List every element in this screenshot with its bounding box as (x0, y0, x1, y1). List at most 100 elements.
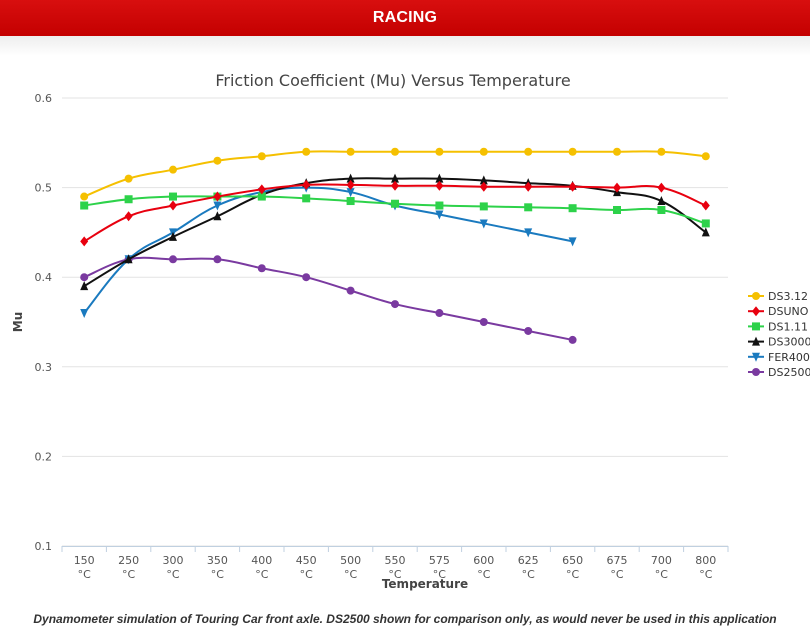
data-point (435, 201, 444, 210)
data-point (479, 181, 488, 192)
data-point (124, 211, 133, 222)
data-point (752, 368, 760, 376)
data-point (391, 180, 399, 191)
x-tick-label: 700 °C (651, 554, 672, 581)
data-point (701, 219, 710, 228)
data-point (435, 180, 444, 191)
data-point (80, 281, 89, 291)
data-point (80, 236, 89, 247)
data-point (302, 147, 311, 156)
data-point (568, 181, 577, 192)
banner-shadow (0, 36, 810, 56)
legend-item: FER400 (748, 351, 810, 364)
data-point (124, 254, 133, 264)
legend-label: FER400 (768, 351, 810, 364)
x-tick-label: 500 °C (340, 554, 361, 581)
legend-item: DS2500 (748, 366, 810, 379)
legend-label: DS1.11 (768, 320, 808, 333)
data-point (391, 173, 399, 183)
x-tick-label: 675 °C (607, 554, 628, 581)
y-tick-label: 0.3 (35, 361, 53, 374)
series-ds3-12 (80, 147, 710, 201)
data-point (752, 322, 760, 331)
series-fer400 (80, 183, 577, 319)
data-point (169, 255, 177, 264)
legend-label: DS3000 (768, 336, 810, 349)
data-point (568, 147, 577, 156)
legend-item: DS1.11 (748, 320, 808, 333)
y-tick-label: 0.6 (35, 92, 53, 105)
series-line (83, 183, 707, 243)
y-tick-label: 0.2 (35, 450, 53, 463)
data-point (213, 156, 222, 165)
data-point (169, 165, 177, 174)
series-ds3000 (80, 173, 710, 291)
data-point (701, 227, 710, 237)
x-tick-label: 575 °C (429, 554, 450, 581)
data-point (346, 286, 355, 295)
data-point (346, 173, 355, 183)
x-tick-label: 450 °C (296, 554, 317, 581)
banner-title: RACING (372, 9, 438, 26)
data-point (657, 196, 666, 206)
legend-label: DS3.12 (768, 290, 808, 303)
data-point (169, 200, 177, 211)
data-point (524, 181, 533, 192)
data-point (124, 174, 133, 183)
series-line (83, 256, 573, 341)
x-tick-label: 150 °C (74, 554, 95, 581)
data-point (80, 201, 89, 210)
data-point (701, 200, 710, 211)
x-tick-label: 650 °C (562, 554, 583, 581)
data-point (479, 318, 488, 326)
data-point (479, 147, 488, 156)
data-point (346, 179, 355, 190)
data-point (568, 204, 577, 213)
data-point (257, 192, 266, 201)
data-point (391, 300, 399, 309)
data-point (302, 179, 311, 190)
data-point (524, 147, 533, 156)
data-point (346, 147, 355, 156)
data-point (568, 335, 577, 344)
data-point (257, 184, 266, 195)
friction-chart: Friction Coefficient (Mu) Versus Tempera… (11, 71, 810, 591)
data-point (524, 326, 533, 335)
x-tick-label: 350 °C (207, 554, 228, 581)
x-tick-label: 250 °C (118, 554, 139, 581)
data-point (257, 152, 266, 161)
chart-title: Friction Coefficient (Mu) Versus Tempera… (215, 71, 570, 90)
data-point (613, 206, 621, 214)
chart-caption: Dynamometer simulation of Touring Car fr… (33, 612, 777, 626)
data-point (752, 336, 760, 346)
data-point (80, 192, 89, 201)
data-point (657, 206, 666, 214)
data-point (524, 228, 533, 238)
series-line (83, 177, 707, 288)
data-point (752, 352, 760, 362)
data-point (752, 306, 760, 317)
data-point (302, 273, 311, 282)
data-point (346, 197, 355, 206)
legend-label: DSUNO (768, 305, 809, 318)
data-point (701, 152, 710, 161)
y-tick-label: 0.5 (35, 182, 53, 195)
legend-item: DSUNO (748, 305, 809, 318)
data-point (346, 188, 355, 198)
data-point (657, 147, 666, 156)
data-point (435, 210, 444, 220)
x-axis-title: Temperature (382, 577, 468, 591)
data-point (391, 147, 399, 156)
x-tick-label: 625 °C (518, 554, 539, 581)
data-point (213, 211, 222, 221)
data-point (80, 309, 89, 319)
data-point (435, 147, 444, 156)
data-point (169, 192, 177, 201)
data-point (435, 173, 444, 183)
legend-item: DS3.12 (748, 290, 808, 303)
data-point (479, 202, 488, 211)
data-point (257, 264, 266, 273)
data-point (213, 191, 222, 202)
data-point (169, 231, 177, 241)
data-point (479, 175, 488, 185)
